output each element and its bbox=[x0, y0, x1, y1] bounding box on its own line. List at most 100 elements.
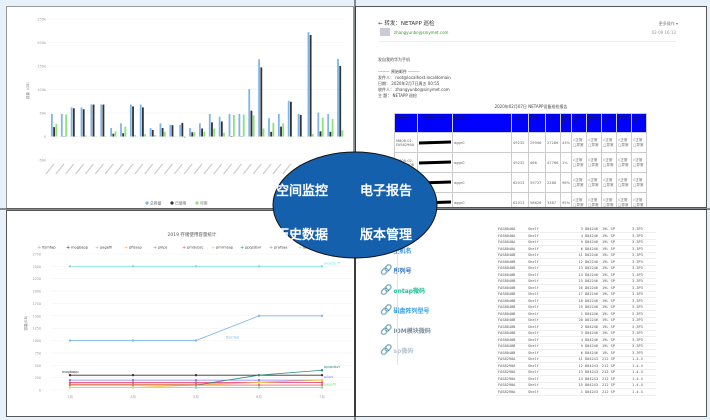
email-body-line: 主 题： NETAPP 巡检 bbox=[378, 93, 418, 98]
table-row: FAS8290A Shelf 14 D04243 212 SP 1.4.4 bbox=[496, 375, 656, 383]
table-cell: 3.3P3 bbox=[630, 265, 656, 272]
bar-可用 bbox=[203, 131, 206, 137]
bar-总容量 bbox=[258, 59, 260, 137]
table-cell: Shelf bbox=[526, 388, 552, 396]
table-cell: 5 D04246 bbox=[552, 343, 600, 350]
legend-marker: + bbox=[124, 245, 128, 251]
table-cell: √正常□异常 bbox=[632, 173, 646, 192]
table-row: FAS8040B Shelf 19 D02246 19L SP 3.3P3 bbox=[496, 304, 656, 311]
table-cell: FAS8040B bbox=[496, 330, 526, 337]
bar-总容量 bbox=[80, 107, 83, 137]
history-data-link[interactable]: 历史数据 bbox=[276, 228, 329, 243]
table-cell: 19L SP bbox=[600, 245, 630, 253]
bar-可用 bbox=[262, 128, 265, 137]
point-pilips bbox=[131, 378, 135, 382]
y-tick-label: 500 bbox=[35, 364, 41, 368]
bar-已使用 bbox=[280, 126, 282, 137]
x-tick-label bbox=[45, 163, 55, 175]
table-cell: √正常□异常 bbox=[572, 193, 586, 207]
table-row: FAS8040B Shelf 1 D04246 19L SP 3.3P3 bbox=[496, 310, 656, 318]
bar-已使用 bbox=[319, 131, 322, 137]
legend-label: pilips bbox=[158, 246, 168, 250]
legend-label: ppqsdsvr bbox=[245, 246, 262, 250]
x-tick-label: 4月 bbox=[130, 394, 136, 399]
table-cell: Shelf bbox=[526, 291, 552, 298]
y-axis-label: 容量（GB） bbox=[25, 80, 30, 99]
point-pmrmsap bbox=[320, 378, 324, 382]
table-row: M808-02-FAS6290B aggr0 49232 466 47766 1% √正常□… bbox=[395, 153, 646, 172]
menu-item[interactable]: 🔗 序列号 bbox=[380, 260, 450, 280]
bar-已使用 bbox=[122, 133, 125, 137]
table-row: FAS8290A Shelf 13 D04243 212 SP 1.4.4 bbox=[496, 369, 656, 376]
table-row: FAS8040B Shelf 4 D04246 19L SP 3.3P3 bbox=[496, 336, 656, 344]
bar-可用 bbox=[233, 114, 235, 137]
redacted-serial bbox=[418, 133, 452, 152]
table-row: FAS8040B Shelf 13 D02246 19L SP 3.3P3 bbox=[496, 265, 656, 272]
table-cell: 3.3P3 bbox=[630, 278, 656, 285]
space-monitoring-link[interactable]: 空间监控 bbox=[276, 184, 329, 199]
menu-item-label: 磁盘阵列型号 bbox=[393, 307, 430, 315]
link-icon: 🔗 bbox=[380, 344, 393, 356]
x-tick-label bbox=[55, 163, 65, 175]
y-tick-label: 1250 bbox=[33, 327, 41, 331]
y-tick-label: 1500 bbox=[33, 314, 41, 318]
bar-可用 bbox=[134, 135, 137, 137]
y-tick-label: 50k bbox=[40, 112, 47, 116]
point-itsmfap bbox=[68, 339, 72, 342]
table-cell: 466 bbox=[529, 153, 545, 172]
bar-已使用 bbox=[339, 66, 342, 137]
table-cell: 43% bbox=[561, 133, 571, 152]
table-cell: 19L SP bbox=[600, 336, 630, 344]
bar-已使用 bbox=[260, 67, 263, 137]
table-cell: FAS8040B bbox=[496, 336, 526, 344]
table-row: FAS8040B Shelf 14 D02246 19L SP 3.3P3 bbox=[496, 271, 656, 279]
version-management-link[interactable]: 版本管理 bbox=[360, 228, 413, 243]
table-row: FAS8040B Shelf 16 D02246 19L SP 3.3P3 bbox=[496, 284, 656, 292]
menu-item[interactable]: 🔗 IOM模块微码 bbox=[380, 320, 450, 340]
version-management-panel: 🔗 主机名 🔗 序列号 🔗 ontap微码 🔗 磁盘阵列型号 🔗 IOM模块微码 🔗 sp微码 FAS… bbox=[355, 209, 707, 417]
table-cell: FAS8040B bbox=[496, 271, 526, 279]
table-cell: 19L SP bbox=[600, 239, 630, 246]
table-cell: 15 D04243 bbox=[552, 382, 600, 389]
bar-总容量 bbox=[248, 89, 251, 137]
table-cell: 17 D02246 bbox=[552, 291, 600, 298]
electronic-report-link[interactable]: 电子报告 bbox=[360, 184, 413, 199]
table-cell: 3.3P3 bbox=[630, 323, 656, 331]
menu-item[interactable]: 🔗 主机名 bbox=[380, 240, 450, 260]
table-cell: Shelf bbox=[526, 278, 552, 285]
legend-marker: + bbox=[95, 245, 99, 251]
link-icon: 🔗 bbox=[380, 284, 393, 296]
point-mogbapp bbox=[131, 373, 135, 377]
legend-marker: + bbox=[182, 245, 186, 251]
bar-总容量 bbox=[51, 113, 53, 137]
column-header: 聚合名称 bbox=[453, 114, 511, 132]
bar-总容量 bbox=[60, 113, 63, 137]
legend-marker: + bbox=[298, 245, 302, 251]
table-cell: Shelf bbox=[526, 362, 552, 370]
legend-label: 已使用 bbox=[175, 201, 187, 206]
email-sender[interactable]: zhangyunbo@sinymet.com bbox=[394, 30, 449, 35]
table-cell: FAS8290A bbox=[496, 382, 526, 389]
table-cell: Shelf bbox=[526, 356, 552, 363]
bar-可用 bbox=[242, 114, 245, 137]
x-tick-label bbox=[84, 163, 94, 175]
more-actions-button[interactable]: 更多操作 ▾ bbox=[658, 21, 678, 26]
table-cell: 19L SP bbox=[600, 278, 630, 285]
x-tick-label bbox=[163, 163, 173, 175]
bar-可用 bbox=[154, 135, 156, 137]
table-cell: √正常□异常 bbox=[617, 193, 631, 207]
x-tick-label bbox=[331, 163, 341, 175]
table-row: M808-01-FAS6296A aggr0 49232 29946 27286 43% √… bbox=[395, 133, 646, 152]
point-prafsaa bbox=[320, 383, 324, 387]
x-tick-label bbox=[302, 163, 312, 175]
bar-可用 bbox=[85, 135, 87, 137]
legend-label: 可用 bbox=[200, 201, 208, 206]
menu-item-label: sp微码 bbox=[393, 347, 414, 355]
redacted-serial bbox=[418, 173, 452, 192]
menu-item[interactable]: 🔗 sp微码 bbox=[380, 340, 450, 360]
table-cell: 95% bbox=[561, 193, 571, 207]
menu-item[interactable]: 🔗 ontap微码 bbox=[380, 280, 450, 300]
table-cell: Shelf bbox=[526, 258, 552, 266]
menu-item[interactable]: 🔗 磁盘阵列型号 bbox=[380, 300, 450, 320]
